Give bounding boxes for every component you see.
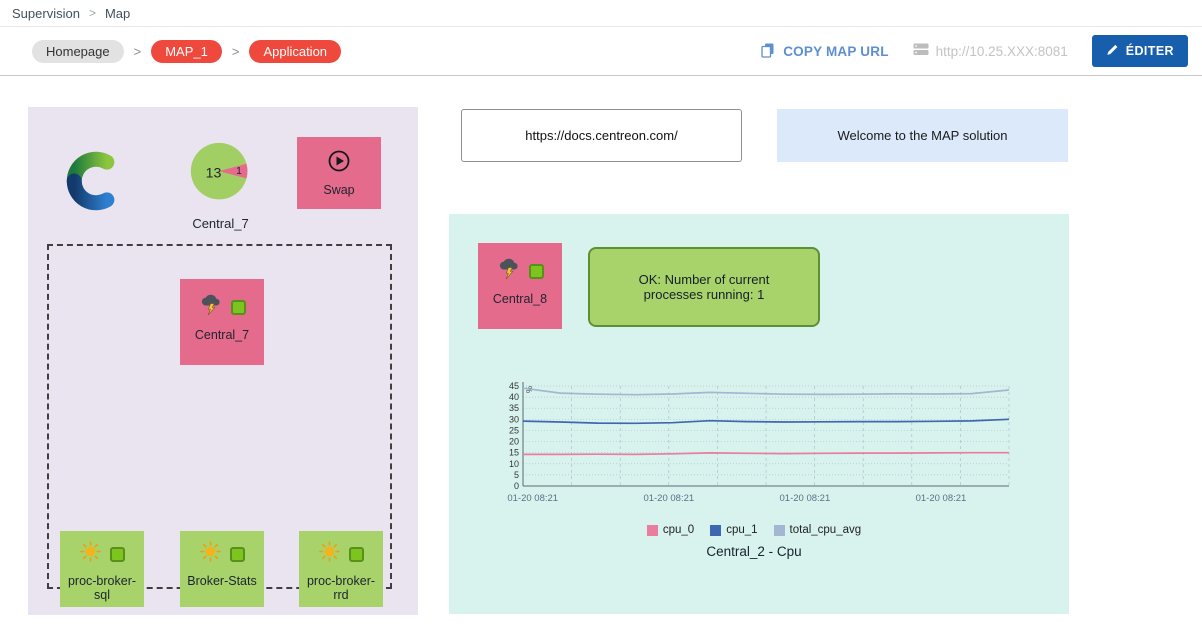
map-node-proc-broker-sql[interactable]: proc-broker-sql — [60, 531, 144, 607]
pencil-icon — [1106, 43, 1119, 59]
node-label: Central_8 — [492, 292, 548, 306]
legend-item: cpu_0 — [646, 524, 695, 536]
chevron-right-icon: > — [133, 43, 142, 59]
svg-text:20: 20 — [509, 437, 519, 447]
node-label: Central_7 — [194, 328, 250, 342]
legend-label: cpu_0 — [662, 524, 695, 536]
docs-link-box[interactable]: https://docs.centreon.com/ — [461, 109, 742, 162]
map-node-central8[interactable]: Central_8 — [478, 243, 562, 329]
green-status-square — [109, 546, 125, 562]
chart-title: Central_2 - Cpu — [706, 544, 802, 559]
docs-link-text: https://docs.centreon.com/ — [525, 128, 678, 143]
welcome-box: Welcome to the MAP solution — [777, 109, 1068, 162]
chevron-right-icon: > — [88, 6, 96, 20]
legend-label: total_cpu_avg — [789, 524, 862, 536]
edit-button-label: ÉDITER — [1125, 44, 1174, 58]
green-status-square — [229, 546, 245, 562]
centreon-logo — [62, 147, 130, 215]
gauge-value: 13 — [205, 165, 221, 181]
legend-item: cpu_1 — [710, 524, 758, 536]
map-toolbar: Homepage > MAP_1 > Application COPY MAP … — [0, 27, 1202, 76]
server-url: http://10.25.XXX:8081 — [913, 43, 1068, 59]
map-node-swap[interactable]: Swap — [297, 137, 381, 209]
storm-cloud-icon — [199, 293, 222, 321]
sun-icon — [79, 541, 101, 567]
green-status-square — [528, 263, 544, 279]
gauge-label: Central_7 — [192, 216, 249, 231]
server-url-text: http://10.25.XXX:8081 — [935, 43, 1068, 59]
svg-text:45: 45 — [509, 381, 519, 391]
copy-map-url-label: COPY MAP URL — [783, 43, 889, 59]
svg-text:10: 10 — [509, 459, 519, 469]
view-pill[interactable]: Application — [249, 39, 342, 63]
green-status-square — [348, 546, 364, 562]
cpu-chart-widget[interactable]: 0 5 10 15 20 25 30 35 40 45% 01-20 08:21 01-20 08:2… — [489, 378, 1019, 559]
copy-icon — [760, 42, 776, 61]
svg-text:0: 0 — [514, 481, 519, 491]
svg-text:01-20 08:21: 01-20 08:21 — [916, 493, 967, 504]
svg-text:01-20 08:21: 01-20 08:21 — [780, 493, 831, 504]
welcome-text: Welcome to the MAP solution — [837, 128, 1008, 143]
svg-text:15: 15 — [509, 448, 519, 458]
status-output-text: OK: Number of current processes running:… — [638, 272, 770, 302]
play-circle-icon — [327, 149, 351, 178]
green-status-square — [230, 299, 246, 315]
node-label: proc-broker-rrd — [306, 574, 376, 603]
status-output-box: OK: Number of current processes running:… — [588, 247, 820, 327]
node-label: Swap — [323, 182, 355, 197]
chart-legend: cpu_0 cpu_1 total_cpu_avg — [489, 524, 1019, 536]
edit-button[interactable]: ÉDITER — [1091, 35, 1188, 67]
node-icons — [199, 293, 246, 321]
chevron-right-icon: > — [231, 43, 240, 59]
breadcrumb-map[interactable]: Map — [104, 5, 131, 21]
map-left-panel: 13 1 Central_7 Swap — [28, 107, 418, 615]
pie-gauge: 13 1 — [190, 142, 247, 200]
node-icons — [318, 541, 364, 567]
map-right-panel: Central_8 OK: Number of current processe… — [449, 214, 1069, 614]
legend-item: total_cpu_avg — [773, 524, 862, 536]
svg-text:30: 30 — [509, 414, 519, 424]
node-icons — [79, 541, 125, 567]
svg-text:01-20 08:21: 01-20 08:21 — [643, 493, 694, 504]
legend-swatch — [710, 524, 722, 536]
svg-text:5: 5 — [514, 470, 519, 480]
legend-label: cpu_1 — [726, 524, 758, 536]
svg-text:40: 40 — [509, 392, 519, 402]
svg-text:35: 35 — [509, 403, 519, 413]
legend-swatch — [773, 524, 785, 536]
map-group-container: Central_7 — [47, 244, 392, 607]
toolbar-actions: COPY MAP URL http://10.25.XXX:8081 — [760, 35, 1188, 67]
homepage-button[interactable]: Homepage — [32, 39, 124, 63]
node-label: Broker-Stats — [187, 574, 257, 588]
node-icons — [199, 541, 245, 567]
breadcrumb: Supervision > Map — [0, 0, 1202, 27]
storm-cloud-icon — [497, 257, 520, 285]
map-node-broker-stats[interactable]: Broker-Stats — [180, 531, 264, 607]
breadcrumb-supervision[interactable]: Supervision — [12, 5, 80, 21]
map-node-proc-broker-rrd[interactable]: proc-broker-rrd — [299, 531, 383, 607]
svg-text:01-20 08:21: 01-20 08:21 — [507, 493, 558, 504]
node-label: proc-broker-sql — [67, 574, 137, 603]
sun-icon — [318, 541, 340, 567]
gauge-slice-value: 1 — [236, 166, 242, 177]
server-icon — [913, 43, 929, 59]
node-icons — [497, 257, 544, 285]
map-node-central7[interactable]: Central_7 — [180, 279, 264, 365]
copy-map-url-button[interactable]: COPY MAP URL — [760, 42, 888, 61]
sun-icon — [199, 541, 221, 567]
svg-text:25: 25 — [509, 425, 519, 435]
map-pill[interactable]: MAP_1 — [151, 39, 222, 63]
legend-swatch — [646, 524, 658, 536]
gauge-central7[interactable]: 13 1 Central_7 — [173, 140, 268, 231]
map-breadcrumb-pills: Homepage > MAP_1 > Application — [32, 39, 342, 63]
